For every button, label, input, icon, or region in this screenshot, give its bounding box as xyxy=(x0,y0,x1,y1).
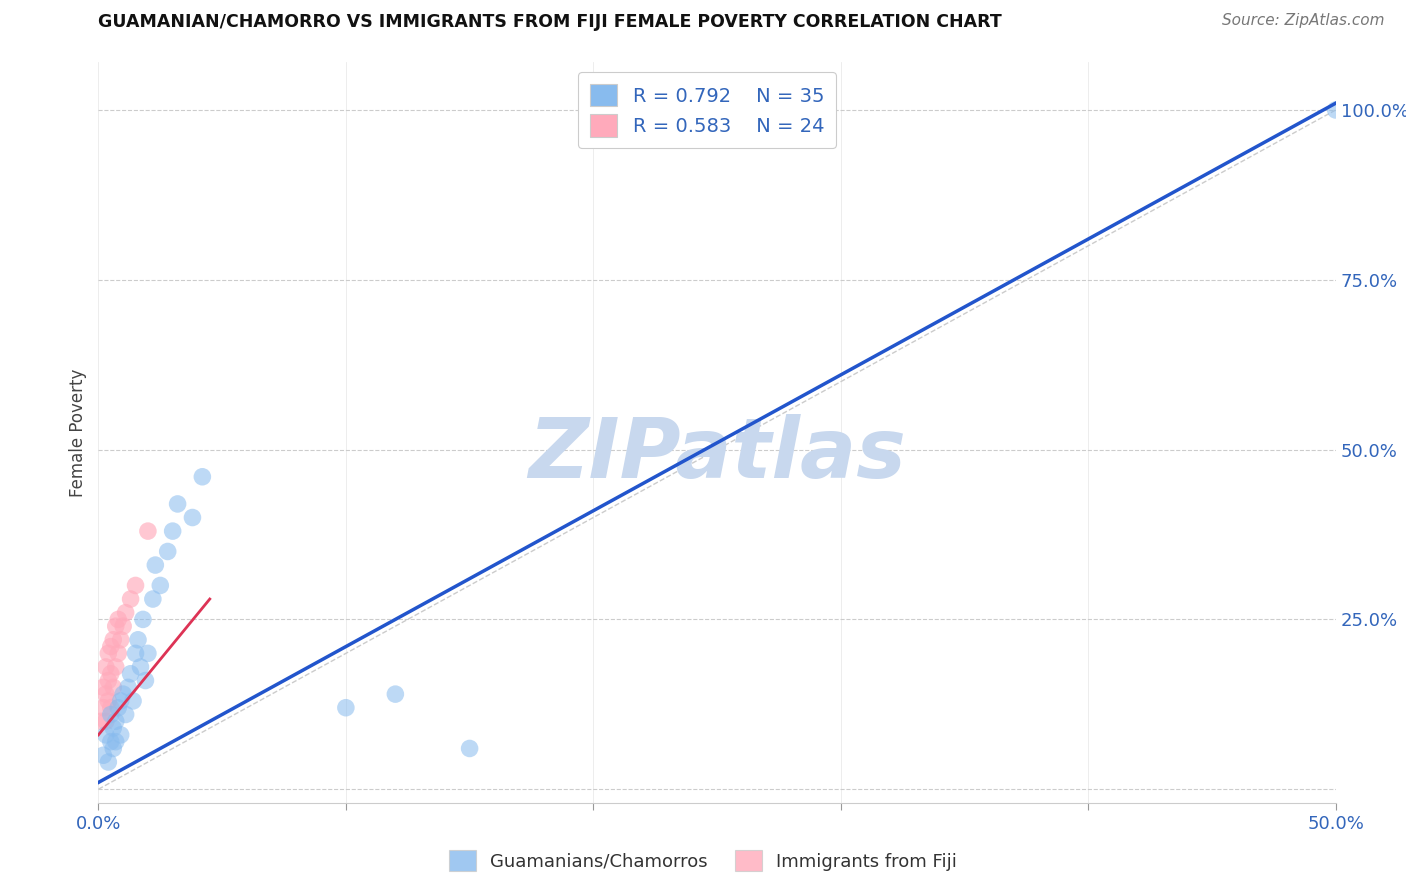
Point xyxy=(127,632,149,647)
Point xyxy=(90,714,112,729)
Point xyxy=(136,646,159,660)
Point xyxy=(110,694,132,708)
Point xyxy=(142,592,165,607)
Point xyxy=(103,632,125,647)
Point xyxy=(129,660,152,674)
Point xyxy=(122,694,145,708)
Point xyxy=(134,673,156,688)
Point xyxy=(100,640,122,654)
Point xyxy=(110,728,132,742)
Point xyxy=(103,721,125,735)
Point xyxy=(100,707,122,722)
Point xyxy=(104,714,127,729)
Point xyxy=(114,707,136,722)
Legend: R = 0.792    N = 35, R = 0.583    N = 24: R = 0.792 N = 35, R = 0.583 N = 24 xyxy=(578,72,837,148)
Point xyxy=(93,681,115,695)
Point xyxy=(384,687,406,701)
Point xyxy=(100,734,122,748)
Point xyxy=(110,632,132,647)
Point xyxy=(162,524,184,538)
Point xyxy=(120,666,142,681)
Point xyxy=(117,681,139,695)
Point xyxy=(107,646,129,660)
Point xyxy=(103,741,125,756)
Point xyxy=(149,578,172,592)
Point xyxy=(93,700,115,714)
Point xyxy=(143,558,166,572)
Point xyxy=(156,544,179,558)
Text: GUAMANIAN/CHAMORRO VS IMMIGRANTS FROM FIJI FEMALE POVERTY CORRELATION CHART: GUAMANIAN/CHAMORRO VS IMMIGRANTS FROM FI… xyxy=(98,13,1002,31)
Point xyxy=(335,700,357,714)
Point xyxy=(104,660,127,674)
Point xyxy=(112,619,135,633)
Point xyxy=(1324,103,1347,117)
Point xyxy=(112,687,135,701)
Y-axis label: Female Poverty: Female Poverty xyxy=(69,368,87,497)
Point xyxy=(458,741,481,756)
Text: Source: ZipAtlas.com: Source: ZipAtlas.com xyxy=(1222,13,1385,29)
Point xyxy=(94,660,117,674)
Point xyxy=(97,755,120,769)
Point xyxy=(97,673,120,688)
Point xyxy=(191,469,214,483)
Point xyxy=(107,612,129,626)
Point xyxy=(100,666,122,681)
Point xyxy=(94,714,117,729)
Point xyxy=(100,700,122,714)
Point xyxy=(124,646,146,660)
Text: ZIPatlas: ZIPatlas xyxy=(529,414,905,495)
Point xyxy=(181,510,204,524)
Point xyxy=(97,646,120,660)
Point xyxy=(104,734,127,748)
Point xyxy=(114,606,136,620)
Legend: Guamanians/Chamorros, Immigrants from Fiji: Guamanians/Chamorros, Immigrants from Fi… xyxy=(441,843,965,879)
Point xyxy=(93,748,115,763)
Point xyxy=(166,497,188,511)
Point xyxy=(94,728,117,742)
Point xyxy=(124,578,146,592)
Point xyxy=(97,694,120,708)
Point xyxy=(103,681,125,695)
Point xyxy=(120,592,142,607)
Point xyxy=(94,687,117,701)
Point xyxy=(136,524,159,538)
Point xyxy=(132,612,155,626)
Point xyxy=(104,619,127,633)
Point xyxy=(107,700,129,714)
